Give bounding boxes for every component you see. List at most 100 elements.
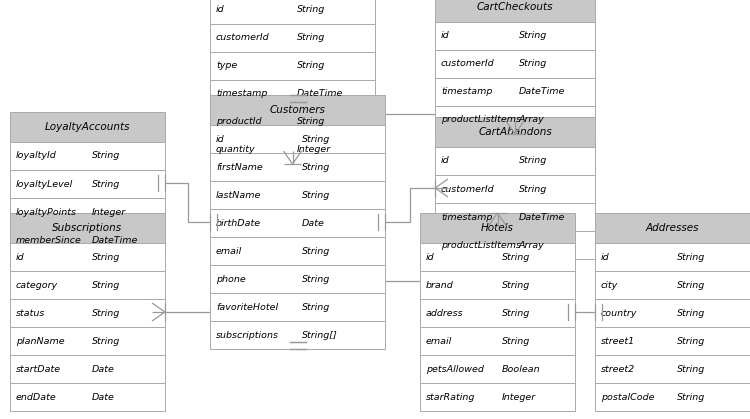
Bar [435,78,595,106]
Text: String[]: String[] [302,331,338,339]
Text: street2: street2 [601,365,635,373]
Text: id: id [16,253,25,261]
Text: customerId: customerId [441,184,494,194]
Text: timestamp: timestamp [216,90,267,98]
Text: String: String [302,191,330,199]
Text: id: id [426,253,435,261]
Text: String: String [302,303,330,311]
Text: firstName: firstName [216,163,262,171]
Text: favoriteHotel: favoriteHotel [216,303,278,311]
Text: Array: Array [519,116,544,124]
Bar [420,271,575,299]
Bar [10,271,165,299]
Text: Array: Array [519,241,544,249]
Text: id: id [441,31,449,41]
Bar [435,106,595,134]
Text: loyaltyId: loyaltyId [16,152,57,160]
Text: starRating: starRating [426,393,476,401]
Text: customerId: customerId [216,34,270,42]
Text: CartCheckouts: CartCheckouts [477,2,554,12]
Text: String: String [676,308,705,318]
Bar [595,355,750,383]
Bar [10,170,165,198]
Text: String: String [519,31,548,41]
Bar [210,265,385,293]
Bar [10,226,165,254]
Text: DateTime: DateTime [296,90,343,98]
Bar [210,95,385,125]
Text: String: String [92,280,120,290]
Text: String: String [296,62,325,70]
Text: startDate: startDate [16,365,62,373]
Text: DateTime: DateTime [519,88,566,96]
Bar [210,136,375,164]
Text: Hotels: Hotels [481,223,514,233]
Text: id: id [216,5,225,15]
Bar [595,383,750,411]
Text: String: String [296,117,325,127]
Bar [10,327,165,355]
Text: String: String [519,184,548,194]
Text: loyaltyPoints: loyaltyPoints [16,207,77,217]
Text: customerId: customerId [441,59,494,68]
Text: phone: phone [216,274,246,284]
Bar [435,117,595,147]
Text: Integer: Integer [502,393,536,401]
Text: subscriptions: subscriptions [216,331,279,339]
Text: street1: street1 [601,336,635,346]
Text: city: city [601,280,618,290]
Text: email: email [426,336,452,346]
Text: String: String [92,336,120,346]
Bar [420,327,575,355]
Bar [435,50,595,78]
Bar [10,213,165,243]
Text: String: String [676,365,705,373]
Text: CartAbandons: CartAbandons [478,127,552,137]
Text: birthDate: birthDate [216,218,261,228]
Bar [210,52,375,80]
Text: String: String [502,336,530,346]
Text: Customers: Customers [269,105,326,115]
Bar [210,293,385,321]
Text: category: category [16,280,58,290]
Bar [420,383,575,411]
Text: productListItems: productListItems [441,241,521,249]
Text: loyaltyLevel: loyaltyLevel [16,179,74,189]
Bar [595,327,750,355]
Bar [420,299,575,327]
Text: address: address [426,308,464,318]
Bar [595,299,750,327]
Text: Addresses: Addresses [646,223,699,233]
Bar [210,24,375,52]
Bar [210,237,385,265]
Text: String: String [519,59,548,68]
Text: String: String [302,134,330,143]
Text: String: String [302,246,330,256]
Bar [210,321,385,349]
Text: postalCode: postalCode [601,393,655,401]
Bar [10,198,165,226]
Bar [10,112,165,142]
Bar [435,0,595,22]
Text: productListItems: productListItems [441,116,521,124]
Bar [435,231,595,259]
Text: String: String [676,336,705,346]
Text: String: String [502,280,530,290]
Text: id: id [601,253,610,261]
Text: DateTime: DateTime [519,212,566,222]
Text: lastName: lastName [216,191,261,199]
Bar [210,108,375,136]
Bar [210,0,375,24]
Text: timestamp: timestamp [441,212,492,222]
Bar [435,175,595,203]
Text: country: country [601,308,638,318]
Text: Date: Date [302,218,324,228]
Text: Date: Date [92,365,114,373]
Text: String: String [92,152,120,160]
Bar [10,383,165,411]
Text: String: String [676,280,705,290]
Text: endDate: endDate [16,393,57,401]
Text: brand: brand [426,280,454,290]
Text: String: String [296,34,325,42]
Bar [10,299,165,327]
